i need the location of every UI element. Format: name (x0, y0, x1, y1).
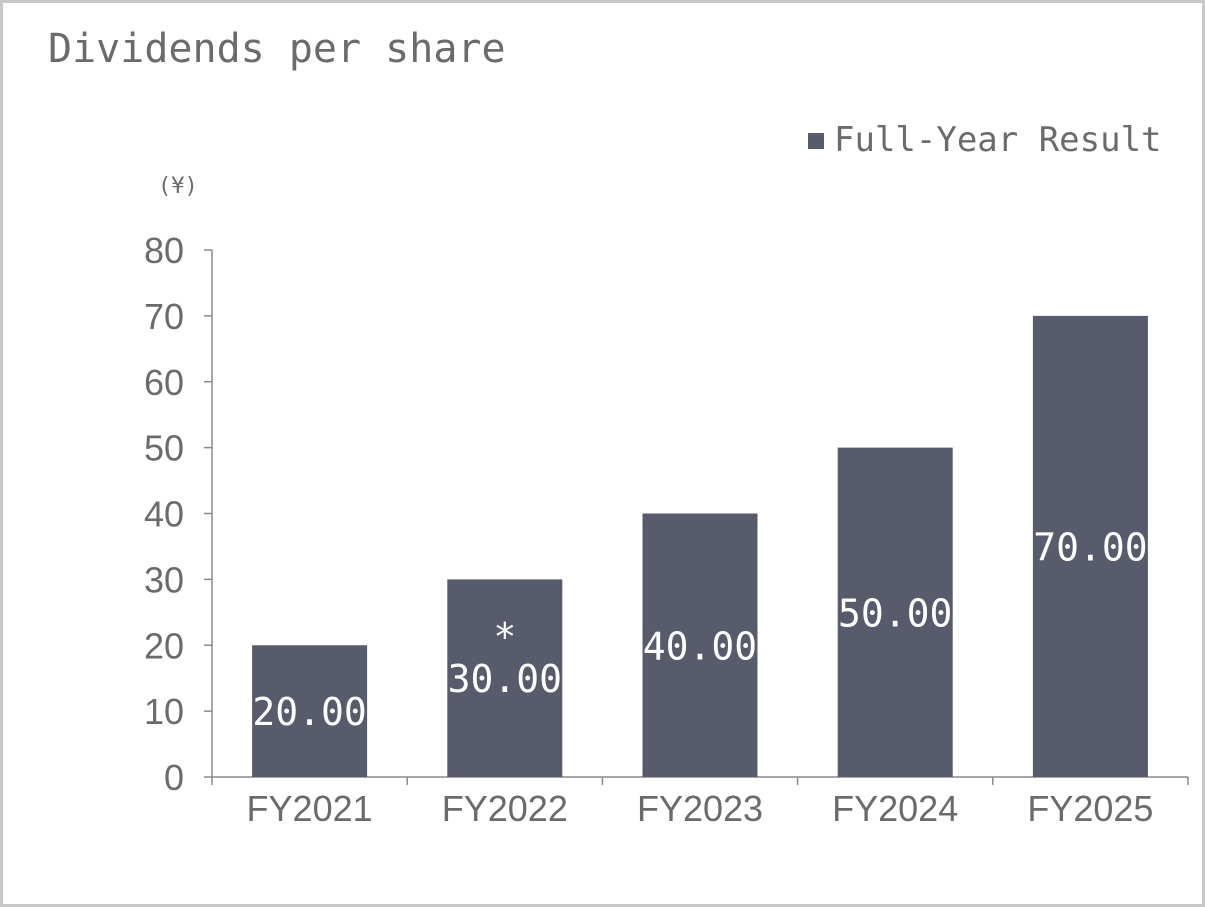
data-label: 20.00 (252, 690, 366, 734)
y-tick-label: 10 (144, 691, 184, 732)
y-tick-label: 50 (144, 428, 184, 469)
bar (447, 579, 563, 777)
bar (252, 645, 368, 777)
y-tick-label: 20 (144, 625, 184, 666)
bar (837, 447, 953, 777)
x-category-label: FY2024 (832, 788, 958, 829)
data-label: 30.00 (448, 657, 562, 701)
data-label: 50.00 (838, 591, 952, 635)
y-tick-label: 80 (144, 230, 184, 271)
bar (1032, 315, 1148, 777)
data-label: 40.00 (643, 624, 757, 668)
chart-title: Dividends per share (48, 26, 506, 72)
x-category-label: FY2022 (442, 788, 568, 829)
y-tick-label: 30 (144, 559, 184, 600)
x-category-label: FY2023 (637, 788, 763, 829)
y-unit-label: (¥) (158, 174, 198, 199)
y-tick-label: 40 (144, 494, 184, 535)
y-tick-label: 60 (144, 362, 184, 403)
y-tick-label: 70 (144, 296, 184, 337)
legend-label: Full-Year Result (834, 120, 1162, 160)
y-tick-label: 0 (164, 757, 184, 798)
x-category-label: FY2021 (247, 788, 373, 829)
annotation-asterisk: * (493, 615, 516, 659)
data-label: 70.00 (1033, 525, 1147, 569)
bar (642, 513, 758, 777)
legend-swatch (808, 133, 824, 149)
x-category-label: FY2025 (1027, 788, 1153, 829)
